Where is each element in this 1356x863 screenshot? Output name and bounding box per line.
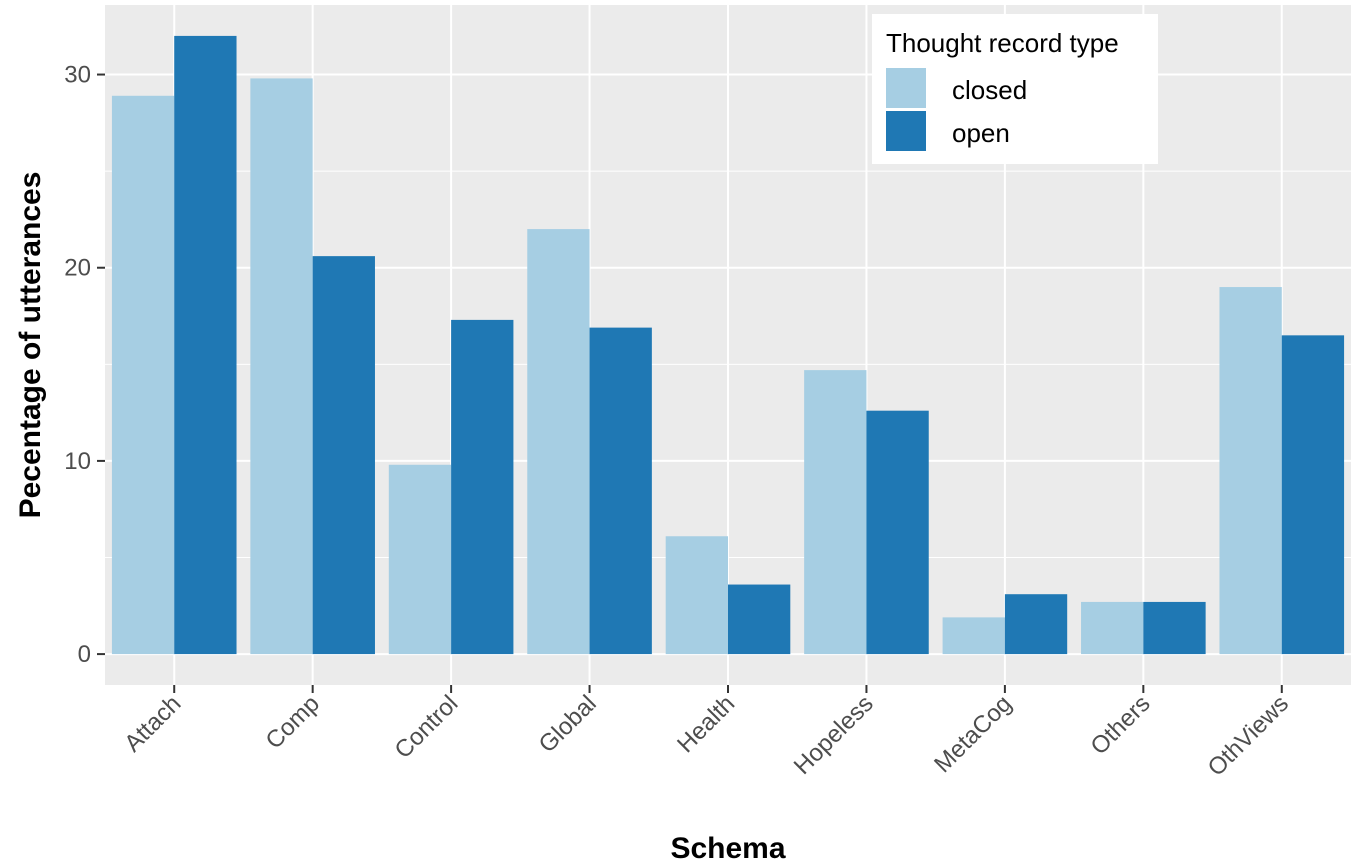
bar-open-Health — [728, 584, 791, 655]
legend: Thought record type closed open — [872, 14, 1158, 164]
bar-closed-Control — [388, 464, 452, 655]
y-axis: 0 10 20 30 — [64, 62, 105, 668]
bar-closed-Others — [1081, 601, 1144, 655]
x-tick-label-Control: Control — [390, 690, 464, 764]
bar-open-Global — [589, 327, 652, 655]
x-tick-label-MetaCog: MetaCog — [929, 690, 1017, 778]
bar-closed-Health — [665, 536, 728, 655]
x-tick-label-Attach: Attach — [119, 690, 186, 757]
y-tick-label: 10 — [64, 448, 91, 475]
x-tick-label-Health: Health — [672, 690, 740, 758]
legend-label-open: open — [952, 118, 1010, 148]
bar-closed-OthViews — [1219, 287, 1282, 655]
legend-key-open — [886, 111, 926, 151]
y-tick-label: 30 — [64, 62, 91, 89]
bar-closed-Hopeless — [804, 370, 867, 655]
x-tick-label-Global: Global — [534, 690, 602, 758]
bar-open-Control — [451, 319, 514, 655]
x-tick-label-Others: Others — [1086, 690, 1156, 760]
bar-open-Comp — [312, 256, 375, 655]
y-tick-label: 20 — [64, 255, 91, 282]
y-tick-label: 0 — [78, 641, 91, 668]
x-axis-title: Schema — [670, 832, 785, 863]
bar-closed-Comp — [250, 78, 313, 655]
y-axis-title: Pecentage of utterances — [14, 172, 47, 519]
bar-open-OthViews — [1281, 335, 1345, 655]
bar-closed-Attach — [111, 95, 175, 655]
bar-closed-MetaCog — [942, 617, 1005, 655]
bar-open-Hopeless — [866, 410, 929, 655]
legend-title: Thought record type — [886, 28, 1119, 58]
x-axis: Attach Comp Control Global Health Hopeless Met… — [119, 685, 1294, 782]
bar-open-Others — [1143, 601, 1206, 655]
legend-key-closed — [886, 68, 926, 108]
bars — [111, 35, 1345, 655]
bar-open-Attach — [174, 35, 237, 655]
x-tick-label-Comp: Comp — [261, 690, 325, 754]
bar-open-MetaCog — [1004, 594, 1068, 655]
bar-closed-Global — [527, 229, 590, 655]
x-tick-label-OthViews: OthViews — [1203, 690, 1294, 781]
legend-label-closed: closed — [952, 75, 1027, 105]
x-tick-label-Hopeless: Hopeless — [789, 690, 879, 780]
